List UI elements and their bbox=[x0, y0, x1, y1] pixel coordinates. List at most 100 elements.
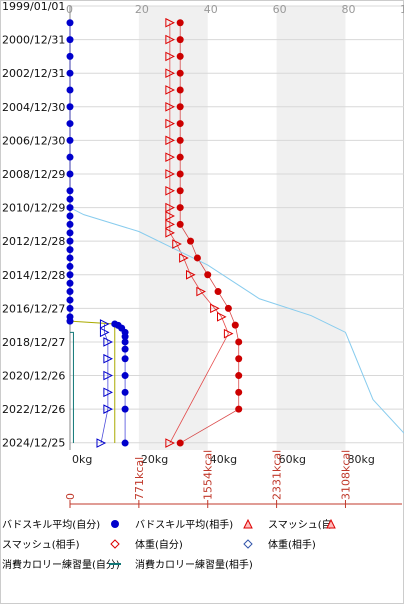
point-4-20 bbox=[235, 355, 243, 363]
top-axis-labels: 0 20 40 60 80 10 bbox=[66, 3, 404, 16]
bottom-axis-labels: 0kg 20kg 40kg 60kg 80kg bbox=[72, 453, 375, 466]
point-4-24 bbox=[176, 439, 184, 447]
date-axis-labels: 1999/01/01 2000/12/31 2002/12/31 2004/12/30… bbox=[2, 0, 65, 450]
point-4-14 bbox=[193, 254, 201, 262]
point-0-13 bbox=[66, 212, 74, 220]
point-0-9 bbox=[66, 170, 74, 178]
point-0-4 bbox=[66, 86, 74, 94]
kcal-tick-label-3: 2331kcal bbox=[271, 450, 284, 500]
top-tick-label-0: 0 bbox=[66, 3, 73, 16]
point-3-0 bbox=[99, 319, 110, 329]
point-2-12 bbox=[165, 211, 175, 221]
legend-label-4: 体重(自分) bbox=[135, 538, 183, 551]
legend-marker-2b bbox=[326, 518, 336, 529]
legend-marker-4 bbox=[110, 539, 120, 549]
date-label-10: 2018/12/27 bbox=[2, 336, 65, 349]
point-2-5 bbox=[165, 101, 175, 112]
point-1-8 bbox=[121, 372, 129, 380]
point-4-2 bbox=[176, 52, 184, 60]
point-2-16 bbox=[179, 253, 189, 263]
date-label-11: 2020/12/26 bbox=[2, 370, 65, 383]
point-3-2 bbox=[103, 337, 113, 347]
legend-label-1: バドスキル平均(相手) bbox=[135, 518, 233, 531]
point-4-9 bbox=[176, 170, 184, 178]
legend-item-6: 消費カロリー練習量(自分) bbox=[2, 558, 120, 571]
top-tick-label-5: 10 bbox=[400, 3, 404, 16]
point-4-12 bbox=[176, 220, 184, 228]
point-4-3 bbox=[176, 69, 184, 77]
point-4-23 bbox=[235, 405, 243, 413]
top-tick-label-3: 60 bbox=[273, 3, 287, 16]
point-1-7 bbox=[121, 355, 129, 363]
point-1-6 bbox=[121, 345, 129, 353]
point-4-19 bbox=[235, 338, 243, 346]
point-4-10 bbox=[176, 187, 184, 195]
point-2-0 bbox=[165, 17, 175, 28]
bottom-tick-label-3: 60kg bbox=[279, 453, 306, 466]
date-label-2: 2002/12/31 bbox=[2, 67, 65, 80]
date-label-7: 2012/12/28 bbox=[2, 235, 65, 248]
kcal-axis: 0 771kcal 1554kcal 2331kcal 3108kcal bbox=[64, 450, 402, 508]
legend-label-5: 体重(相手) bbox=[268, 538, 316, 551]
legend-item-7: 消費カロリー練習量(相手) bbox=[135, 558, 253, 571]
point-3-7 bbox=[96, 438, 107, 448]
bottom-tick-label-4: 80kg bbox=[347, 453, 374, 466]
legend-label-6: 消費カロリー練習量(自分) bbox=[2, 558, 120, 571]
legend-item-0: バドスキル平均(自分) bbox=[2, 518, 100, 531]
point-2-8 bbox=[165, 152, 175, 162]
point-4-16 bbox=[214, 288, 222, 296]
point-0-23 bbox=[66, 296, 74, 304]
point-0-6 bbox=[66, 120, 74, 128]
point-4-8 bbox=[176, 153, 184, 161]
top-tick-label-1: 20 bbox=[135, 3, 149, 16]
top-tick-label-4: 80 bbox=[341, 3, 355, 16]
point-2-9 bbox=[165, 169, 175, 179]
legend-label-7: 消費カロリー練習量(相手) bbox=[135, 558, 253, 571]
point-2-15 bbox=[172, 239, 182, 249]
date-label-3: 2004/12/30 bbox=[2, 101, 65, 114]
point-4-15 bbox=[204, 271, 212, 279]
series-markers bbox=[66, 17, 243, 448]
point-4-7 bbox=[176, 136, 184, 144]
point-2-4 bbox=[165, 85, 175, 95]
date-label-5: 2008/12/29 bbox=[2, 168, 65, 181]
series-line-2 bbox=[169, 22, 229, 444]
point-0-21 bbox=[66, 279, 74, 287]
point-1-10 bbox=[121, 405, 129, 413]
date-label-6: 2010/12/29 bbox=[2, 202, 65, 215]
date-label-1: 2000/12/31 bbox=[2, 34, 65, 47]
point-3-5 bbox=[103, 387, 113, 398]
series-line-8 bbox=[69, 207, 404, 434]
point-2-1 bbox=[165, 34, 175, 45]
legend-marker-5 bbox=[243, 539, 253, 549]
point-3-1 bbox=[99, 327, 110, 338]
point-0-8 bbox=[66, 153, 74, 161]
top-tick-label-2: 40 bbox=[204, 3, 218, 16]
legend-marker-2 bbox=[243, 518, 253, 529]
kcal-tick-label-0: 0 bbox=[64, 493, 77, 500]
background-band-1 bbox=[276, 6, 346, 450]
point-4-0 bbox=[176, 19, 184, 27]
point-4-11 bbox=[176, 204, 184, 212]
point-2-11 bbox=[165, 202, 175, 213]
bottom-tick-label-2: 40kg bbox=[210, 453, 237, 466]
legend-label-3: スマッシュ(相手) bbox=[2, 538, 80, 551]
point-0-26 bbox=[66, 317, 74, 325]
legend-item-5: 体重(相手) bbox=[268, 538, 316, 551]
point-0-1 bbox=[66, 36, 74, 44]
point-0-12 bbox=[66, 204, 74, 212]
date-label-0: 1999/01/01 bbox=[2, 0, 65, 13]
point-0-5 bbox=[66, 103, 74, 111]
point-4-13 bbox=[187, 237, 195, 245]
date-label-12: 2022/12/26 bbox=[2, 403, 65, 416]
point-0-10 bbox=[66, 187, 74, 195]
point-1-9 bbox=[121, 388, 129, 396]
point-2-2 bbox=[165, 51, 175, 62]
legend-item-4: 体重(自分) bbox=[135, 538, 183, 551]
point-4-21 bbox=[235, 372, 243, 380]
date-label-4: 2006/12/30 bbox=[2, 134, 65, 147]
point-2-7 bbox=[165, 135, 175, 146]
point-4-6 bbox=[176, 120, 184, 128]
point-4-22 bbox=[235, 388, 243, 396]
